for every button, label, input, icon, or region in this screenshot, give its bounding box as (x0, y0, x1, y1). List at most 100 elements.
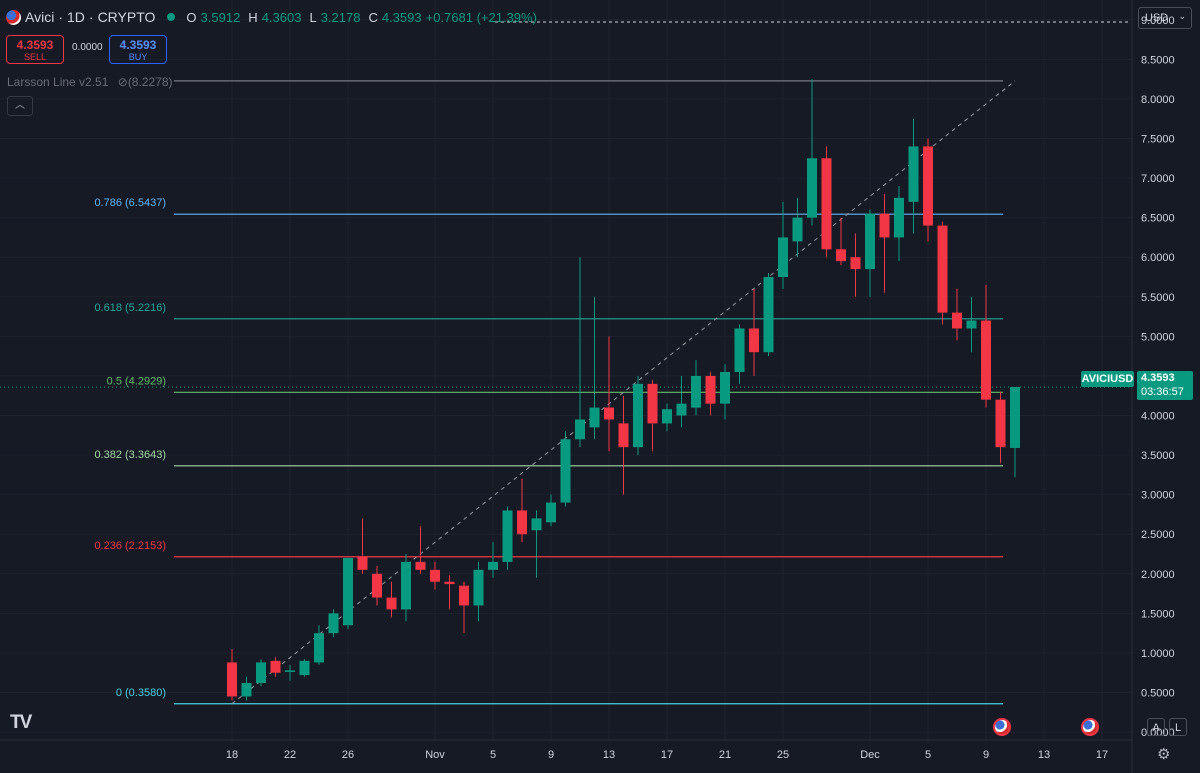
candle (850, 233, 861, 297)
candle-body (343, 557, 353, 626)
candle-body (285, 670, 295, 672)
time-axis: 18 22 26 Nov 5 9 13 17 21 25 Dec 5 9 13 17 (0, 739, 1132, 761)
candle-body (357, 556, 368, 570)
candle-body (372, 573, 382, 598)
y-tick-label: 5.5000 (1141, 292, 1175, 304)
symbol-name[interactable]: Avici (25, 9, 55, 25)
symbol-header: Avici · 1D · CRYPTO O 3.5912 H 4.3603 L 3.2… (6, 9, 537, 25)
currency-selector[interactable]: USD ⌄ (1138, 7, 1192, 29)
candle (502, 506, 513, 570)
candle (676, 375, 687, 428)
candle (299, 659, 310, 677)
open-label: O (186, 9, 197, 25)
candle-body (662, 409, 672, 424)
candle-body (647, 383, 658, 424)
x-tick-label: 5 (490, 749, 496, 761)
y-tick-label: 6.0000 (1141, 252, 1175, 264)
fib-level-label: 0.618 (5.2216) (94, 302, 166, 314)
tradingview-logo-icon[interactable]: TV (10, 712, 32, 733)
candle (343, 557, 353, 630)
candle (662, 403, 672, 432)
candle (488, 542, 498, 578)
grid-layer (495, 21, 1130, 23)
sell-button[interactable]: 4.3593 SELL (6, 35, 64, 64)
candle-body (415, 561, 426, 570)
indicator-name: Larsson Line v2.51 (7, 75, 109, 89)
fib-level-label: 0.786 (6.5437) (94, 197, 166, 209)
candle-body (227, 662, 237, 697)
candle (401, 554, 411, 622)
candle (357, 518, 368, 574)
interval-label[interactable]: 1D (66, 9, 85, 25)
fib-level-label: 0 (0.3580) (116, 687, 166, 699)
buy-button[interactable]: 4.3593 BUY (109, 35, 167, 64)
x-tick-label: 26 (342, 749, 354, 761)
candle-body (401, 561, 411, 610)
candle-body (981, 320, 991, 400)
candle-body (386, 597, 397, 610)
candle (894, 185, 904, 262)
spread-value: 0.0000 (72, 42, 103, 53)
candle-body (792, 217, 803, 242)
candle-body (502, 510, 513, 562)
indicator-legend[interactable]: Larsson Line v2.51 ⊘(8.2278) (7, 75, 173, 89)
candle-body (444, 581, 455, 585)
x-tick-label: 13 (603, 749, 615, 761)
x-tick-label: 17 (661, 749, 673, 761)
fib-trend-line (231, 80, 1016, 705)
y-tick-label: 4.0000 (1141, 411, 1175, 423)
symbol-price-tag: AVICIUSD (1081, 371, 1134, 387)
price-axis: 9.0000 8.5000 8.0000 7.5000 7.0000 6.5000 6.00… (1131, 0, 1175, 773)
y-tick-label: 8.0000 (1141, 94, 1175, 106)
indicator-hidden-icon[interactable]: ⊘ (117, 75, 128, 89)
event-flag-icon[interactable] (993, 718, 1011, 736)
candle-body (923, 146, 933, 226)
y-tick-label: 2.0000 (1141, 569, 1175, 581)
candle-body (517, 510, 527, 535)
candle-body (633, 383, 643, 448)
log-scale-button[interactable]: L (1169, 718, 1187, 736)
candle-body (546, 502, 556, 523)
candle (981, 284, 991, 408)
candle (633, 375, 643, 456)
collapse-legend-button[interactable]: ︿ (7, 96, 33, 116)
candle-body (488, 561, 498, 570)
candle (908, 118, 919, 234)
candle-body (720, 371, 730, 404)
y-tick-label: 9.0000 (1141, 15, 1175, 27)
candle (749, 288, 759, 376)
candle-body (270, 660, 281, 673)
candle-body (575, 419, 585, 440)
event-flag-icon[interactable] (1081, 718, 1099, 736)
candle (879, 193, 890, 293)
x-tick-label: 17 (1096, 749, 1108, 761)
candle-body (879, 213, 890, 238)
candle (517, 478, 527, 543)
candle (618, 395, 629, 495)
y-tick-label: 1.0000 (1141, 648, 1175, 660)
auto-scale-button[interactable]: A (1147, 718, 1165, 736)
x-tick-label: 13 (1038, 749, 1050, 761)
low-value: 3.2178 (320, 9, 361, 25)
separator: · (58, 9, 63, 25)
candle-body (256, 662, 266, 684)
candle (256, 659, 266, 687)
chevron-up-icon: ︿ (15, 100, 25, 111)
candle (430, 561, 440, 590)
candle-body (241, 683, 252, 697)
candle-body (865, 213, 875, 270)
market-status-icon (167, 13, 176, 21)
candle-body (560, 439, 571, 503)
gear-icon[interactable]: ⚙ (1157, 746, 1171, 763)
close-value: 4.3593 (381, 9, 422, 25)
candle-body (618, 423, 629, 448)
open-value: 3.5912 (200, 9, 241, 25)
candle-body (821, 158, 832, 250)
candle (459, 581, 469, 634)
y-tick-label: 2.5000 (1141, 529, 1175, 541)
candle-body (314, 633, 324, 663)
candle-body (691, 375, 701, 408)
candle-body (299, 660, 310, 676)
x-tick-label: 9 (548, 749, 554, 761)
